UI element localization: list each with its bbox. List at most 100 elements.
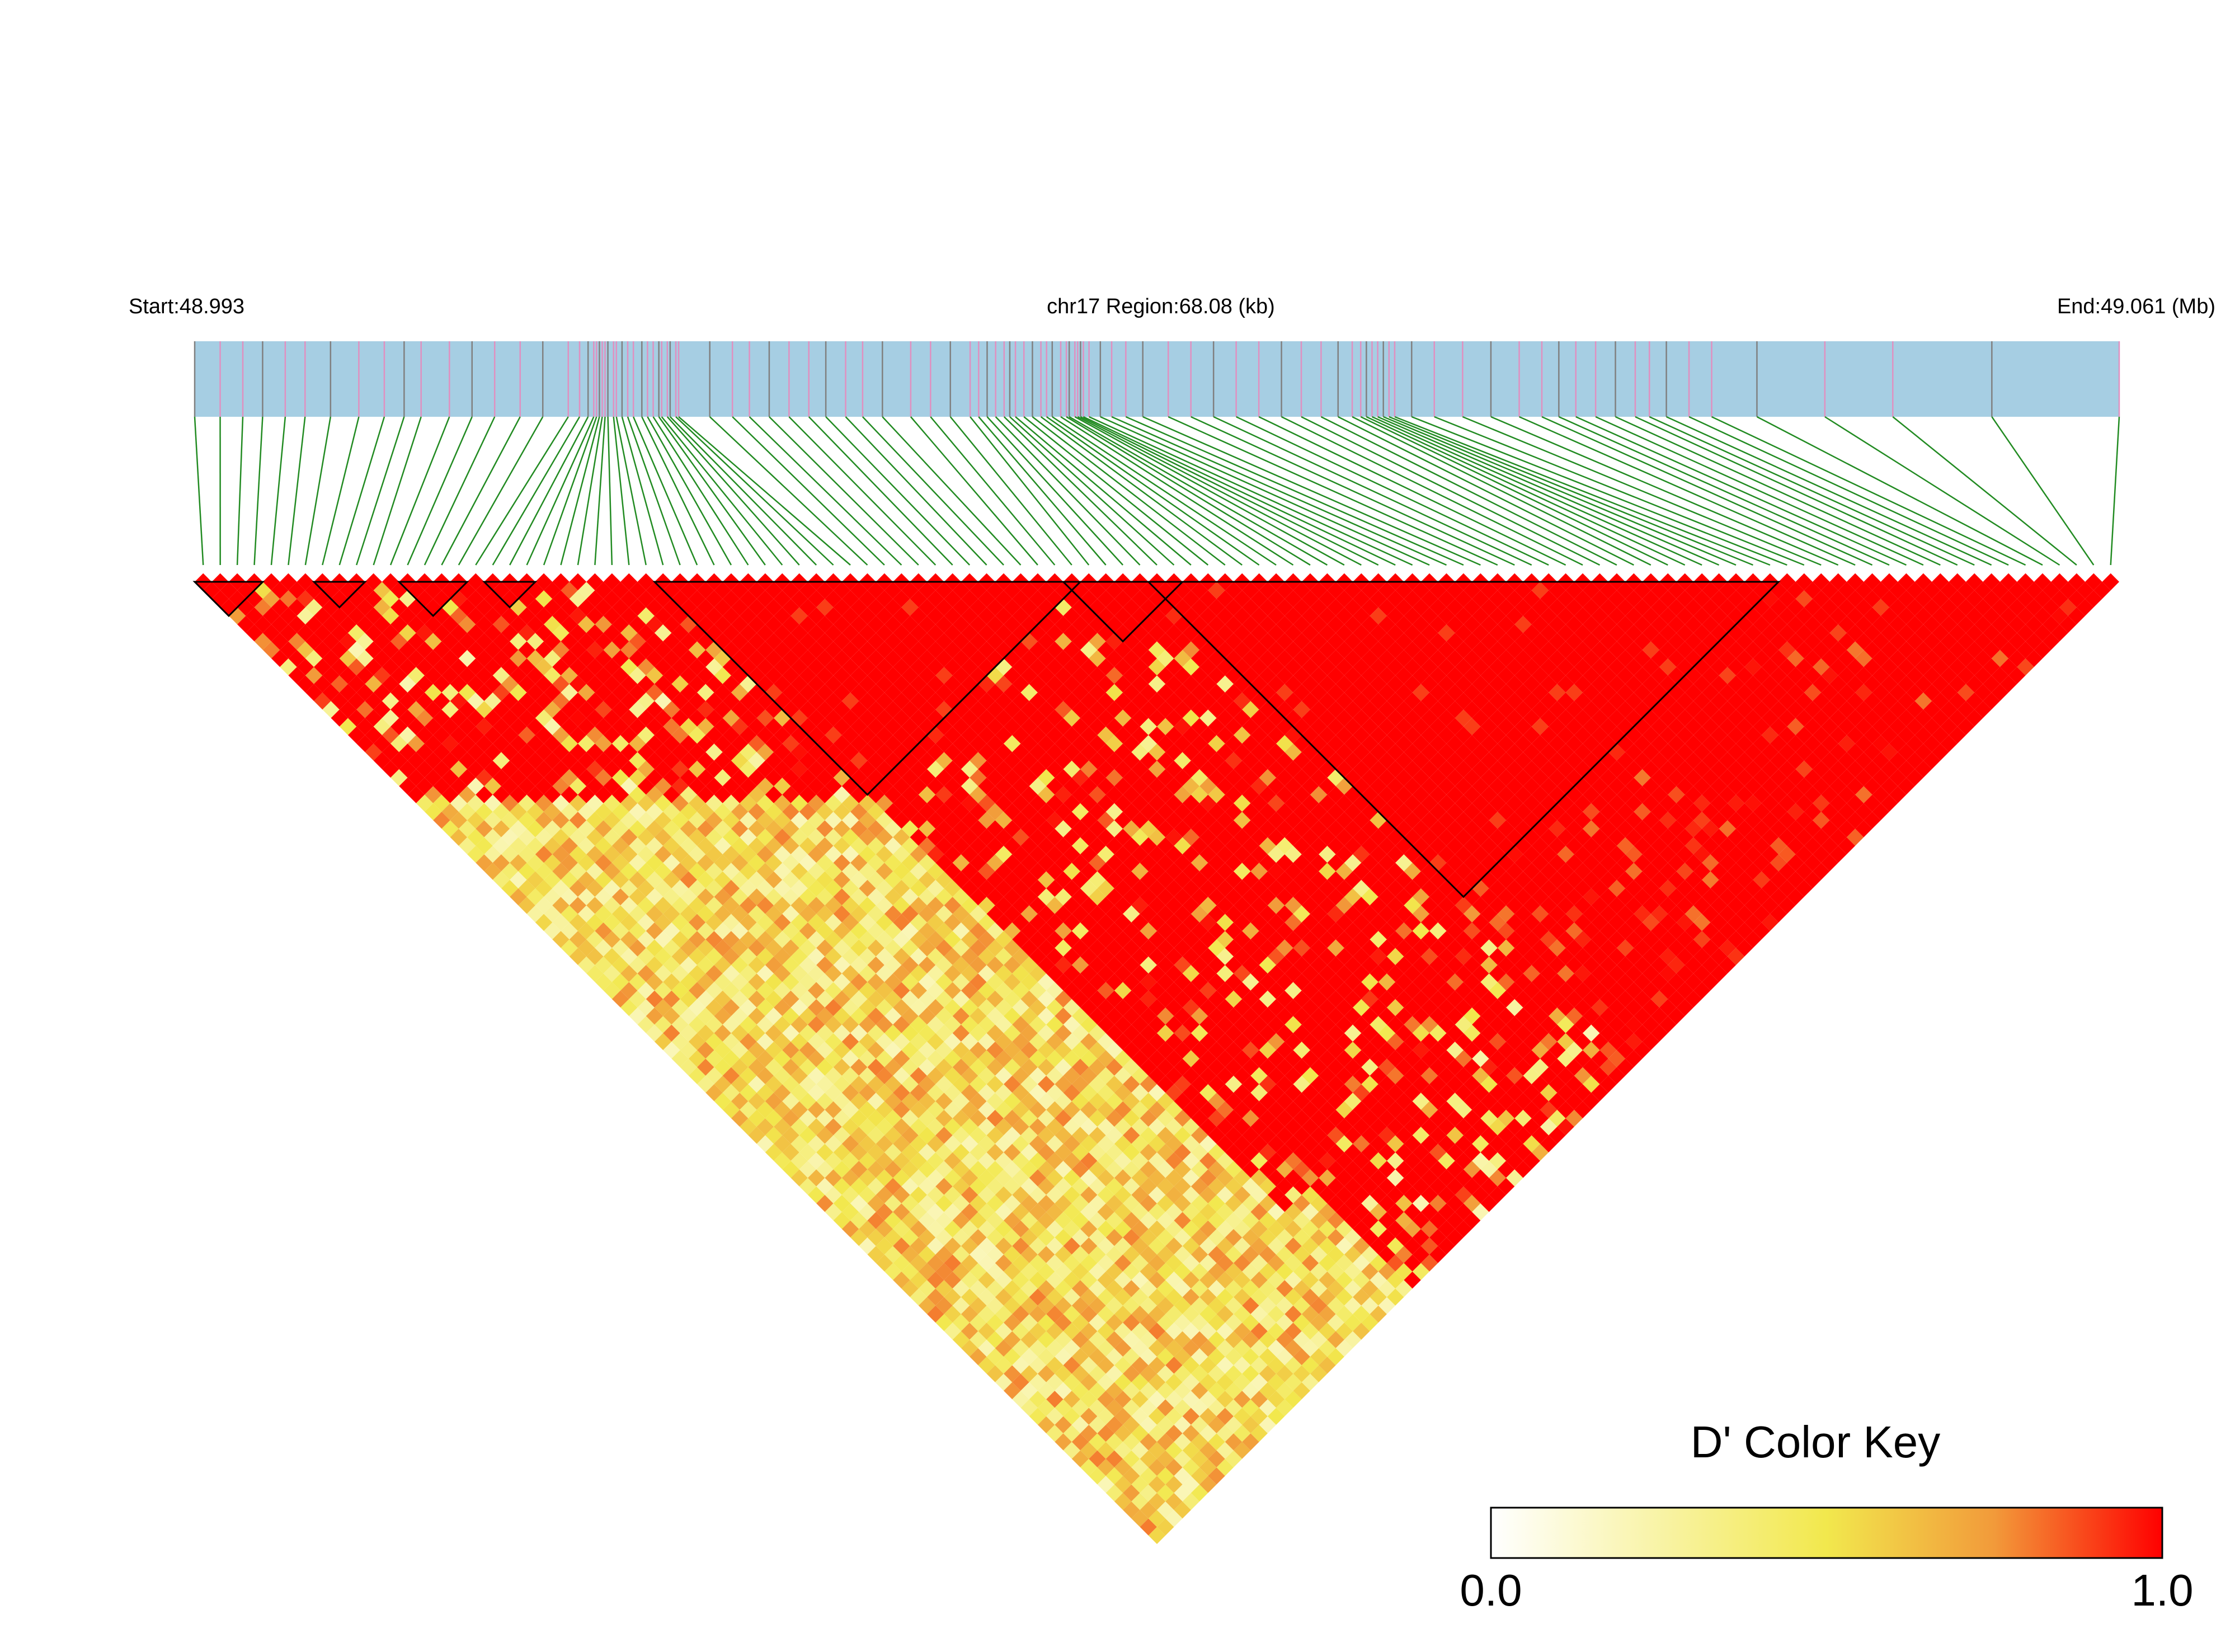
ld-cell (1199, 1476, 1217, 1493)
ld-cell (782, 922, 799, 940)
snp-connector (1077, 416, 1362, 566)
ld-cell (501, 590, 519, 608)
ld-cell (458, 633, 476, 650)
ld-cell (867, 701, 884, 718)
ld-cell (671, 794, 689, 812)
ld-cell (552, 914, 570, 931)
ld-cell (825, 1169, 842, 1187)
snp-connector (1083, 416, 1396, 566)
ld-cell (1420, 1254, 1438, 1272)
ld-cell (714, 667, 731, 684)
ld-cell (782, 599, 799, 616)
ld-cell (740, 778, 757, 795)
ld-cell (714, 820, 731, 837)
ld-cell (1046, 811, 1064, 829)
ld-cell (1344, 1008, 1362, 1025)
ld-cell (697, 649, 714, 667)
ld-cell (407, 633, 425, 650)
ld-cell (1131, 760, 1149, 778)
ld-cell (518, 607, 535, 625)
ld-cell (1071, 1178, 1089, 1195)
ld-cell (629, 854, 646, 872)
ld-cell (1089, 1093, 1106, 1110)
snp-connector (1649, 416, 1975, 566)
ld-cell (867, 1127, 884, 1144)
ld-cell (629, 599, 646, 616)
ld-cell (893, 794, 910, 812)
ld-cell (654, 1033, 672, 1051)
ld-cell (629, 871, 646, 888)
ld-cell (322, 667, 340, 684)
ld-cell (935, 1280, 953, 1297)
ld-cell (961, 675, 978, 693)
ld-cell (382, 641, 399, 658)
ld-cell (961, 845, 978, 863)
ld-cell (1165, 1101, 1183, 1118)
ld-cell (918, 1109, 936, 1127)
ld-cell (714, 888, 731, 906)
ld-cell (1293, 973, 1310, 991)
ld-cell (714, 990, 731, 1008)
ld-cell (484, 658, 501, 676)
ld-cell (893, 1203, 910, 1221)
ld-cell (382, 607, 399, 625)
ld-cell (1114, 829, 1132, 846)
ld-cell (740, 897, 757, 914)
ld-cell (1114, 641, 1132, 658)
ld-cell (1165, 1424, 1183, 1442)
ld-cell (305, 599, 323, 616)
ld-cell (850, 615, 868, 633)
ld-cell (1114, 1033, 1132, 1051)
ld-cell (1114, 1186, 1132, 1204)
ld-cell (1208, 1246, 1225, 1263)
ld-cell (347, 675, 365, 693)
ld-cell (765, 803, 783, 821)
ld-cell (382, 675, 399, 693)
snp-connector (632, 416, 698, 566)
ld-cell (424, 649, 442, 667)
ld-cell (825, 1186, 842, 1204)
ld-cell (484, 863, 501, 880)
ld-cell (501, 641, 519, 658)
ld-cell (561, 888, 578, 906)
ld-cell (399, 607, 416, 625)
ld-cell (1250, 1424, 1268, 1442)
ld-cell (782, 1041, 799, 1059)
ld-cell (1506, 1169, 1523, 1187)
ld-cell (347, 641, 365, 658)
ld-cell (765, 786, 783, 803)
ld-cell (850, 1161, 868, 1178)
ld-cell (1429, 888, 1447, 906)
ld-cell (671, 726, 689, 744)
ld-cell (714, 786, 731, 803)
ld-cell (305, 649, 323, 667)
ld-cell (1250, 1186, 1268, 1204)
ld-cell (1344, 803, 1362, 821)
ld-cell (476, 599, 493, 616)
ld-cell (1293, 1143, 1310, 1161)
ld-cell (1004, 956, 1021, 974)
ld-cell (1004, 922, 1021, 940)
ld-cell (825, 845, 842, 863)
ld-cell (807, 760, 825, 778)
ld-cell (1386, 1169, 1404, 1187)
ld-cell (450, 590, 468, 608)
snp-connector (1191, 416, 1515, 566)
ld-cell (893, 914, 910, 931)
ld-cell (1165, 1271, 1183, 1289)
ld-cell (1131, 982, 1149, 999)
ld-cell (1386, 1033, 1404, 1051)
ld-cell (1046, 1288, 1064, 1306)
ld-cell (1004, 803, 1021, 821)
ld-cell (1020, 837, 1038, 855)
ld-cell (867, 1143, 884, 1161)
ld-cell (476, 684, 493, 702)
ld-cell (1131, 1203, 1149, 1221)
ld-cell (1046, 964, 1064, 982)
ld-cell (1599, 1058, 1617, 1076)
ld-cell (1131, 1016, 1149, 1033)
ld-cell (1131, 1101, 1149, 1118)
ld-cell (339, 701, 357, 718)
ld-cell (961, 658, 978, 676)
ld-cell (893, 845, 910, 863)
